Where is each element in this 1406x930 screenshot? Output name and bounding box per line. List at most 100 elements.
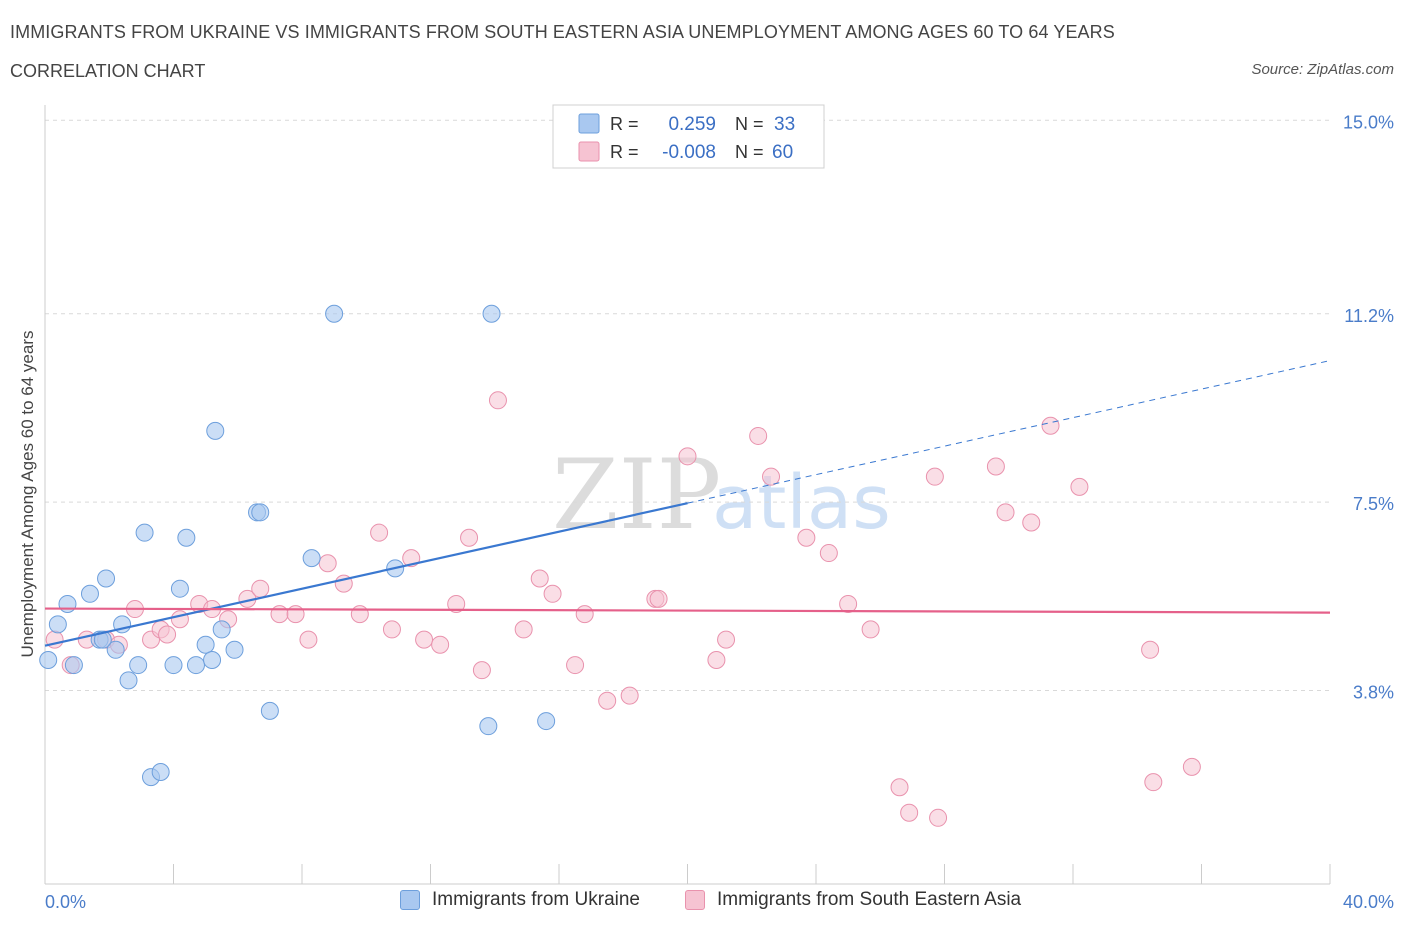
trend-line-ukraine	[44, 502, 688, 647]
legend-r-label-sea: R =	[610, 142, 639, 162]
y-tick-labels: 3.8% 7.5% 11.2% 15.0%	[1343, 112, 1394, 702]
sea-point	[158, 625, 177, 644]
y-tick-label: 3.8%	[1353, 683, 1394, 703]
sea-point	[299, 630, 318, 649]
ukraine-point	[170, 579, 189, 598]
sea-point	[318, 554, 337, 573]
sea-point	[890, 778, 909, 797]
legend-swatch-sea-bottom	[685, 890, 705, 910]
ukraine-point	[206, 421, 225, 440]
sea-point	[1141, 640, 1160, 659]
sea-point	[170, 610, 189, 629]
sea-point	[925, 467, 944, 486]
sea-point	[986, 457, 1005, 476]
sea-point	[678, 447, 697, 466]
sea-point	[819, 544, 838, 563]
x-axis-ticks	[173, 864, 1331, 884]
ukraine-point	[212, 620, 231, 639]
correlation-legend: R = 0.259 N = 33 R = -0.008 N = 60	[552, 104, 825, 169]
legend-n-label-ukraine: N =	[735, 114, 764, 134]
legend-item-ukraine: Immigrants from Ukraine	[400, 889, 640, 911]
series-legend: Immigrants from Ukraine Immigrants from …	[0, 889, 1406, 917]
x-tick-label-min: 0.0%	[45, 892, 86, 912]
watermark: ZIP atlas	[552, 439, 891, 551]
trend-line-sea	[44, 607, 1331, 614]
ukraine-point	[151, 762, 170, 781]
sea-point	[1022, 513, 1041, 532]
ukraine-point	[39, 650, 58, 669]
y-axis-title: Unemployment Among Ages 60 to 64 years	[18, 331, 37, 658]
ukraine-point	[196, 635, 215, 654]
sea-point	[900, 803, 919, 822]
x-tick-label-max: 40.0%	[1343, 892, 1394, 912]
ukraine-point	[177, 528, 196, 547]
sea-point	[575, 605, 594, 624]
sea-point	[566, 656, 585, 675]
sea-point	[1070, 477, 1089, 496]
sea-point	[370, 523, 389, 542]
sea-point	[350, 605, 369, 624]
sea-point	[762, 467, 781, 486]
sea-point	[431, 635, 450, 654]
sea-point	[472, 661, 491, 680]
sea-point	[543, 584, 562, 603]
chart-subtitle: CORRELATION CHART	[10, 61, 206, 81]
ukraine-point	[225, 640, 244, 659]
sea-point	[797, 528, 816, 547]
sea-point	[460, 528, 479, 547]
ukraine-point	[93, 630, 112, 649]
trend-line-ukraine-extension	[687, 360, 1331, 504]
ukraine-point	[479, 717, 498, 736]
y-tick-label: 15.0%	[1343, 112, 1394, 132]
trend-lines	[44, 360, 1331, 647]
legend-swatch-ukraine-bottom	[400, 890, 420, 910]
ukraine-point	[203, 650, 222, 669]
sea-point	[1182, 757, 1201, 776]
legend-n-value-sea: 60	[772, 142, 793, 163]
sea-point	[514, 620, 533, 639]
legend-swatch-ukraine	[578, 113, 600, 134]
sea-point	[717, 630, 736, 649]
ukraine-point	[48, 615, 67, 634]
legend-r-value-ukraine: 0.259	[668, 114, 716, 135]
ukraine-point	[325, 304, 344, 323]
legend-label-ukraine: Immigrants from Ukraine	[432, 889, 640, 910]
ukraine-point	[106, 640, 125, 659]
legend-swatch-sea	[578, 141, 600, 162]
sea-point	[1144, 773, 1163, 792]
chart-title: IMMIGRANTS FROM UKRAINE VS IMMIGRANTS FR…	[10, 22, 1115, 42]
ukraine-point	[186, 656, 205, 675]
sea-point	[749, 426, 768, 445]
series-ukraine-points	[39, 304, 556, 787]
legend-label-sea: Immigrants from South Eastern Asia	[717, 889, 1022, 910]
legend-n-value-ukraine: 33	[774, 114, 795, 135]
sea-point	[929, 808, 948, 827]
legend-item-sea: Immigrants from South Eastern Asia	[685, 889, 1021, 911]
sea-point	[1041, 416, 1060, 435]
sea-point	[996, 503, 1015, 522]
sea-point	[598, 691, 617, 710]
legend-n-label-sea: N =	[735, 142, 764, 162]
sea-point	[251, 579, 270, 598]
sea-point	[839, 594, 858, 613]
y-tick-label: 7.5%	[1353, 494, 1394, 514]
ukraine-point	[129, 656, 148, 675]
ukraine-point	[260, 701, 279, 720]
sea-point	[620, 686, 639, 705]
source-credit: Source: ZipAtlas.com	[1251, 61, 1394, 78]
ukraine-point	[251, 503, 270, 522]
ukraine-point	[482, 304, 501, 323]
gridlines	[45, 119, 1330, 692]
ukraine-point	[135, 523, 154, 542]
ukraine-point	[302, 549, 321, 568]
ukraine-point	[164, 656, 183, 675]
ukraine-point	[97, 569, 116, 588]
sea-point	[382, 620, 401, 639]
sea-point	[286, 605, 305, 624]
sea-point	[488, 391, 507, 410]
legend-r-value-sea: -0.008	[662, 142, 716, 163]
legend-r-label-ukraine: R =	[610, 114, 639, 134]
sea-point	[447, 594, 466, 613]
sea-point	[861, 620, 880, 639]
